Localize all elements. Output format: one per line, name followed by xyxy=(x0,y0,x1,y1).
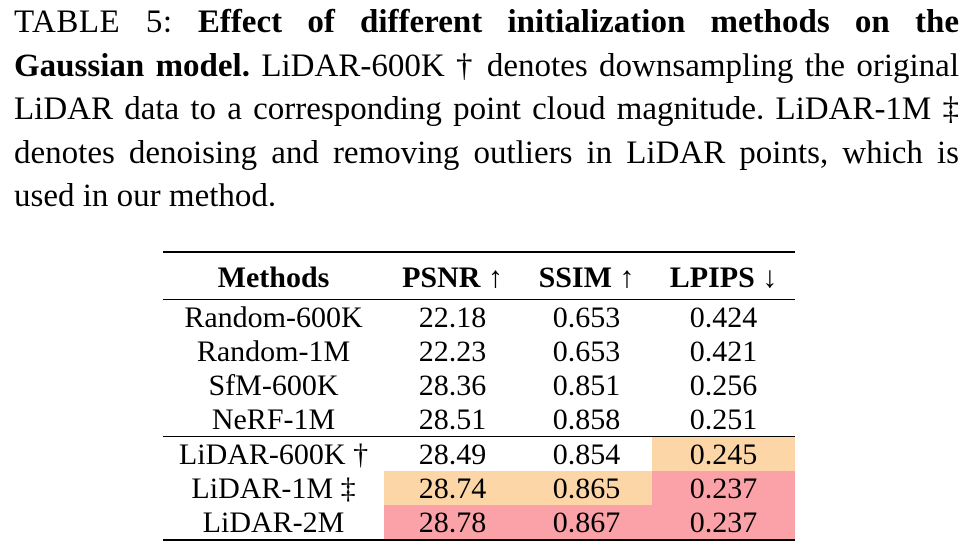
lpips-cell-best: 0.237 xyxy=(652,505,795,540)
column-header-lpips: LPIPS ↓ xyxy=(669,261,778,294)
column-header-psnr: PSNR ↑ xyxy=(402,261,503,294)
psnr-cell: 22.18 xyxy=(418,300,487,334)
ssim-cell: 0.653 xyxy=(552,300,621,334)
method-cell: LiDAR-2M xyxy=(202,505,345,539)
table-row: LiDAR-600K † 28.49 0.854 0.245 xyxy=(163,436,795,471)
psnr-cell: 28.51 xyxy=(418,402,487,436)
column-header-methods: Methods xyxy=(217,261,330,294)
table-row: Random-600K 22.18 0.653 0.424 xyxy=(163,300,795,335)
ssim-cell: 0.858 xyxy=(552,402,621,436)
method-cell: SfM-600K xyxy=(208,368,339,402)
results-table: Methods PSNR ↑ SSIM ↑ LPIPS ↓ Random-600… xyxy=(163,251,795,541)
method-cell: NeRF-1M xyxy=(211,402,336,436)
table-row: LiDAR-1M ‡ 28.74 0.865 0.237 xyxy=(163,471,795,505)
ssim-cell: 0.851 xyxy=(552,368,621,402)
method-cell: Random-600K xyxy=(184,300,363,334)
ssim-cell-best: 0.867 xyxy=(521,505,652,540)
caption-title: Effect of different initialization metho… xyxy=(14,4,960,84)
psnr-cell: 28.49 xyxy=(418,437,487,471)
method-cell: LiDAR-600K † xyxy=(178,437,369,471)
lpips-cell: 0.421 xyxy=(689,334,758,368)
psnr-cell-second-best: 28.74 xyxy=(384,471,521,505)
table-row: NeRF-1M 28.51 0.858 0.251 xyxy=(163,402,795,437)
column-header-ssim: SSIM ↑ xyxy=(538,261,635,294)
table-row: Random-1M 22.23 0.653 0.421 xyxy=(163,334,795,368)
table-row: SfM-600K 28.36 0.851 0.256 xyxy=(163,368,795,402)
caption-body: LiDAR-600K † denotes downsampling the or… xyxy=(14,47,960,215)
header-row: Methods PSNR ↑ SSIM ↑ LPIPS ↓ xyxy=(163,252,795,300)
ssim-cell-second-best: 0.865 xyxy=(521,471,652,505)
table-caption: TABLE 5: Effect of different initializat… xyxy=(14,1,959,219)
method-cell: Random-1M xyxy=(196,334,351,368)
table-row: LiDAR-2M 28.78 0.867 0.237 xyxy=(163,505,795,540)
lpips-cell-best: 0.237 xyxy=(652,471,795,505)
lpips-cell: 0.251 xyxy=(689,402,758,436)
method-cell: LiDAR-1M ‡ xyxy=(191,471,356,505)
caption-label: TABLE 5: xyxy=(14,4,173,40)
psnr-cell: 22.23 xyxy=(418,334,487,368)
lpips-cell: 0.424 xyxy=(689,300,758,334)
ssim-cell: 0.854 xyxy=(552,437,621,471)
ssim-cell: 0.653 xyxy=(552,334,621,368)
lpips-cell-second-best: 0.245 xyxy=(652,436,795,471)
psnr-cell-best: 28.78 xyxy=(384,505,521,540)
lpips-cell: 0.256 xyxy=(689,368,758,402)
psnr-cell: 28.36 xyxy=(418,368,487,402)
